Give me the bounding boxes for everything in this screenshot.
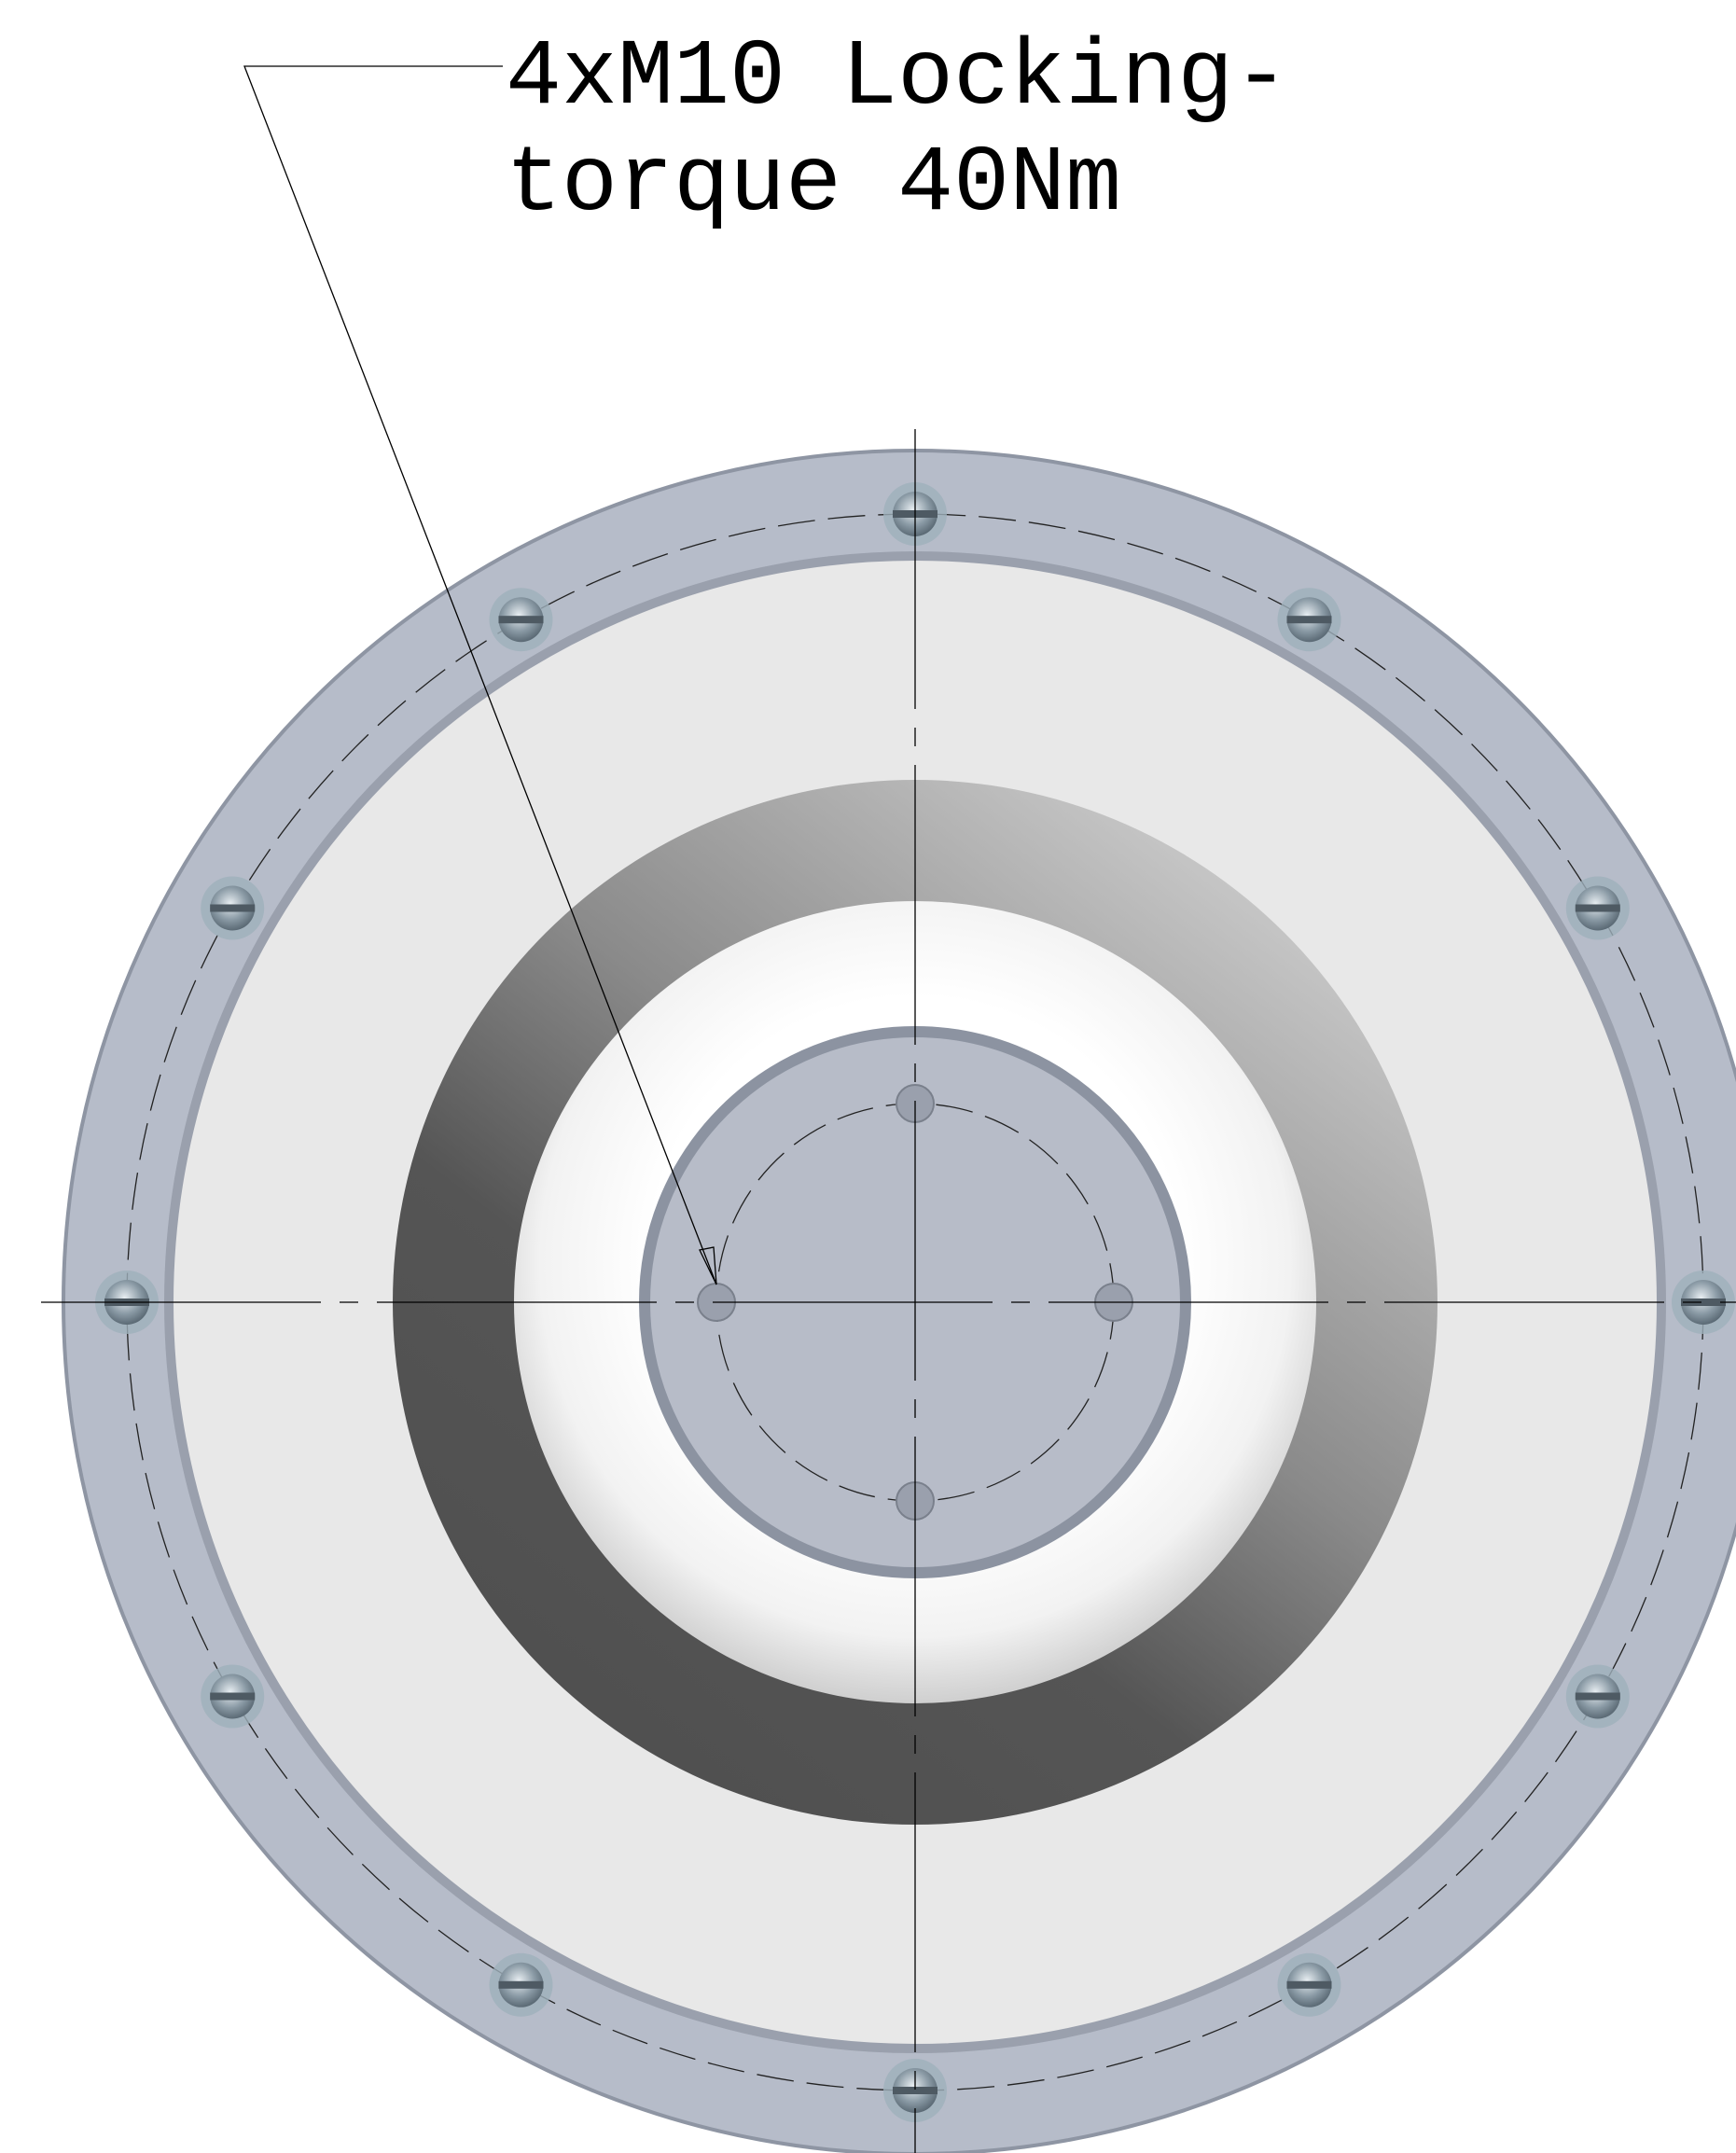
- bolt-slot: [1287, 616, 1332, 623]
- bolt-slot: [1576, 1693, 1620, 1701]
- bolt-slot: [1287, 1981, 1332, 1989]
- bolt-slot: [1576, 905, 1620, 912]
- note-line: torque 40Nm: [506, 132, 1121, 238]
- bolt-slot: [499, 1981, 544, 1989]
- drawing: 4xM10 Locking- torque 40Nm: [0, 0, 1736, 2153]
- bolt-slot: [210, 1693, 255, 1701]
- bolt-slot: [499, 616, 544, 623]
- bolt-slot: [210, 905, 255, 912]
- note-line: 4xM10 Locking-: [506, 26, 1289, 132]
